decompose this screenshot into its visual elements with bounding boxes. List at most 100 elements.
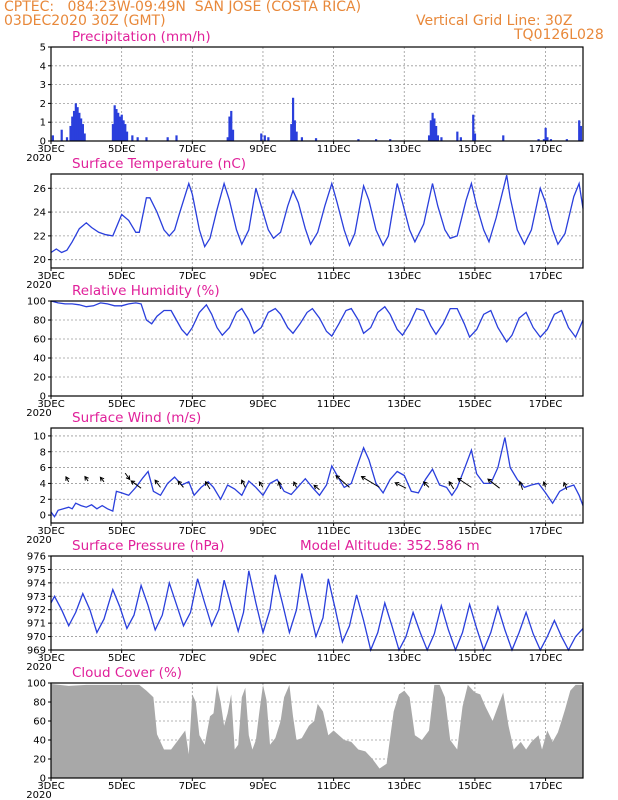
precip-bar bbox=[472, 114, 475, 141]
precip-bar bbox=[267, 137, 270, 141]
x-tick-label: 5DEC bbox=[108, 399, 135, 410]
y-tick-label: 3 bbox=[40, 80, 46, 91]
precip-bar bbox=[546, 137, 549, 141]
y-tick-label: 80 bbox=[33, 698, 46, 709]
precip-bar bbox=[228, 116, 231, 141]
x-tick-label: 17DEC bbox=[529, 271, 563, 282]
cloud-title: Cloud Cover (%) bbox=[72, 665, 182, 681]
x-tick-label: 5DEC bbox=[108, 781, 135, 792]
rh-series-line bbox=[50, 300, 584, 344]
x-tick-label: 17DEC bbox=[529, 144, 563, 155]
x-tick-label: 3DEC bbox=[37, 271, 64, 282]
rh-frame bbox=[50, 300, 584, 397]
precip-bar bbox=[565, 139, 568, 141]
wind-frame bbox=[50, 427, 584, 524]
wind-vector-arrow bbox=[84, 475, 89, 482]
x-tick-label: 17DEC bbox=[529, 526, 563, 537]
precip-bar bbox=[293, 120, 296, 141]
y-tick-label: 0 bbox=[40, 392, 46, 403]
x-tick-label: 13DEC bbox=[387, 271, 421, 282]
wind-vector-arrow bbox=[99, 476, 105, 483]
y-tick-label: 40 bbox=[33, 736, 46, 747]
y-tick-label: 60 bbox=[33, 335, 46, 346]
precip-bar bbox=[111, 124, 115, 141]
x-tick-label: 13DEC bbox=[387, 781, 421, 792]
precip-bar bbox=[166, 137, 169, 141]
x-tick-label: 11DEC bbox=[317, 399, 351, 410]
x-tick-label: 7DEC bbox=[179, 526, 206, 537]
y-tick-label: 80 bbox=[33, 316, 46, 327]
y-tick-label: 4 bbox=[40, 61, 46, 72]
x-year-label: 2020 bbox=[26, 280, 51, 291]
precip-bar bbox=[226, 137, 229, 141]
wind-title: Surface Wind (m/s) bbox=[72, 410, 201, 426]
precip-bar bbox=[290, 124, 293, 141]
wind-vector-arrow bbox=[177, 480, 184, 488]
precip-bar bbox=[83, 133, 86, 141]
precip-bar bbox=[427, 135, 431, 141]
precip-bar bbox=[125, 131, 129, 141]
wind-vector-arrow bbox=[518, 480, 524, 490]
precip-bar bbox=[433, 118, 436, 141]
wind-vector-arrow bbox=[360, 476, 380, 488]
y-tick-label: 24 bbox=[33, 208, 46, 219]
x-tick-label: 9DEC bbox=[249, 399, 276, 410]
precip-bar bbox=[60, 129, 63, 141]
x-year-label: 2020 bbox=[26, 535, 51, 546]
precip-bar bbox=[473, 133, 477, 141]
precip-bar bbox=[71, 116, 74, 141]
x-tick-label: 3DEC bbox=[37, 526, 64, 537]
precip-bar bbox=[435, 125, 438, 141]
header-datetime: 03DEC2020 30Z (GMT) bbox=[4, 13, 166, 29]
x-tick-label: 15DEC bbox=[458, 781, 492, 792]
precip-bar bbox=[230, 110, 233, 141]
precip-bar bbox=[314, 138, 318, 141]
y-tick-label: 970 bbox=[27, 632, 46, 643]
y-tick-label: 100 bbox=[27, 297, 46, 308]
y-tick-label: 0 bbox=[40, 511, 46, 522]
precip-bar bbox=[76, 107, 79, 141]
wind-vector-arrow bbox=[542, 481, 548, 488]
precip-bar bbox=[117, 112, 120, 141]
x-tick-label: 11DEC bbox=[317, 271, 351, 282]
wind-vector-arrow bbox=[448, 480, 455, 490]
x-tick-label: 7DEC bbox=[179, 144, 206, 155]
x-tick-label: 9DEC bbox=[249, 271, 276, 282]
precip-bar bbox=[429, 120, 432, 141]
precip-bar bbox=[579, 125, 583, 141]
y-tick-label: 40 bbox=[33, 354, 46, 365]
x-tick-label: 11DEC bbox=[317, 653, 351, 664]
y-tick-label: 22 bbox=[33, 231, 46, 242]
precip-bar bbox=[440, 137, 443, 141]
precip-bar bbox=[436, 135, 440, 141]
x-tick-label: 5DEC bbox=[108, 144, 135, 155]
precip-bar bbox=[260, 133, 263, 141]
x-tick-label: 5DEC bbox=[108, 526, 135, 537]
y-tick-label: 975 bbox=[27, 565, 46, 576]
x-tick-label: 13DEC bbox=[387, 144, 421, 155]
precip-bar bbox=[263, 135, 266, 141]
precip-bar bbox=[374, 139, 378, 141]
x-tick-label: 11DEC bbox=[317, 526, 351, 537]
y-tick-label: 0 bbox=[40, 137, 46, 148]
precip-bar bbox=[537, 139, 540, 141]
precip-bar bbox=[175, 135, 178, 141]
precip-bar bbox=[502, 135, 505, 141]
header-grid-line: Vertical Grid Line: 30Z bbox=[416, 13, 573, 29]
x-tick-label: 15DEC bbox=[458, 653, 492, 664]
precip-bar bbox=[300, 137, 304, 141]
x-tick-label: 3DEC bbox=[37, 653, 64, 664]
wind-vector-arrow bbox=[277, 480, 282, 490]
x-tick-label: 17DEC bbox=[529, 781, 563, 792]
x-tick-label: 15DEC bbox=[458, 526, 492, 537]
x-tick-label: 3DEC bbox=[37, 399, 64, 410]
y-tick-label: 5 bbox=[40, 43, 46, 54]
x-tick-label: 5DEC bbox=[108, 271, 135, 282]
y-tick-label: 2 bbox=[40, 99, 46, 110]
wind-vector-arrow bbox=[204, 480, 211, 490]
x-tick-label: 9DEC bbox=[249, 781, 276, 792]
x-tick-label: 9DEC bbox=[249, 653, 276, 664]
precip-bar bbox=[81, 124, 84, 141]
wind-series-line bbox=[50, 437, 584, 518]
temp-title: Surface Temperature (nC) bbox=[72, 156, 246, 172]
